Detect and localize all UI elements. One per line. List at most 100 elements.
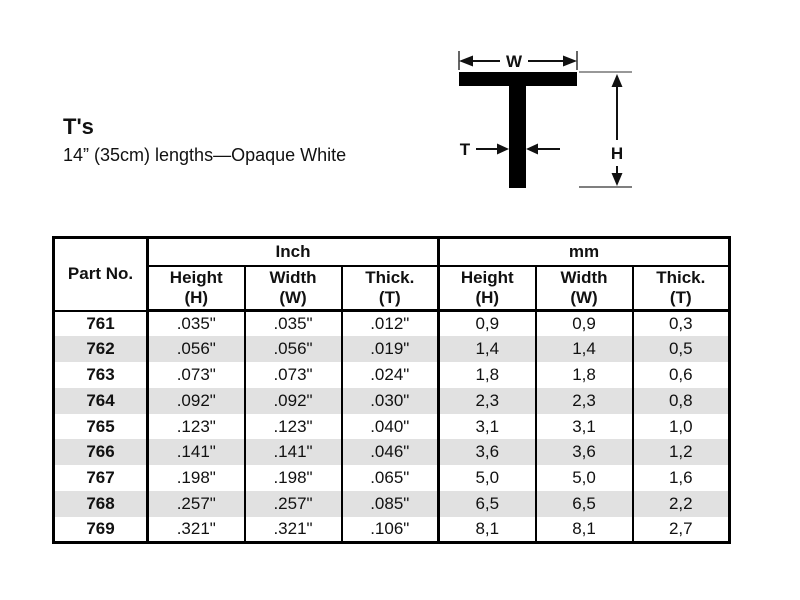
part-no-header: Part No. bbox=[53, 237, 148, 312]
mm-width-cell: 3,6 bbox=[534, 439, 633, 466]
t-shape bbox=[459, 72, 577, 188]
table-row: 765 .123" .123" .040" 3,1 3,1 1,0 bbox=[54, 413, 730, 440]
inch-thick-cell: .065" bbox=[340, 465, 439, 492]
part-no-cell: 767 bbox=[86, 468, 115, 488]
col-header-line2: (T) bbox=[378, 288, 401, 307]
mm-height-cell: 3,6 bbox=[437, 439, 536, 466]
col-header-inch-thick: Thick. (T) bbox=[340, 266, 439, 312]
arrow-up-icon bbox=[611, 74, 623, 87]
inch-thick-cell: .019" bbox=[340, 336, 439, 363]
t-flange bbox=[459, 72, 577, 86]
mm-thick-cell: 0,5 bbox=[631, 336, 730, 363]
table-row: 768 .257" .257" .085" 6,5 6,5 2,2 bbox=[53, 491, 730, 517]
arrow-right-icon bbox=[497, 143, 509, 155]
inch-height-cell: .092" bbox=[146, 387, 245, 414]
mm-thick-cell: 2,2 bbox=[631, 491, 730, 517]
thickness-dimension: T bbox=[460, 140, 560, 159]
col-header-line2: (W) bbox=[570, 288, 598, 307]
mm-height-cell: 3,1 bbox=[437, 413, 536, 440]
arrow-down-icon bbox=[611, 173, 623, 186]
spec-table: Part No. Inch mm Height (H) Width (W) Thic… bbox=[52, 236, 732, 545]
inch-group-header: Inch bbox=[145, 237, 439, 267]
mm-thick-cell: 0,6 bbox=[631, 362, 730, 388]
group-header-row: Part No. Inch mm bbox=[53, 237, 730, 312]
mm-height-cell: 5,0 bbox=[437, 465, 536, 492]
mm-height-cell: 1,8 bbox=[437, 362, 536, 388]
height-dimension: H bbox=[579, 71, 632, 188]
inch-thick-cell: .012" bbox=[340, 310, 439, 337]
title-block: T's 14” (35cm) lengths—Opaque White bbox=[63, 114, 346, 167]
mm-width-cell: 6,5 bbox=[534, 491, 633, 517]
table-row: 764 .092" .092" .030" 2,3 2,3 0,8 bbox=[53, 387, 730, 414]
inch-height-cell: .073" bbox=[146, 362, 245, 388]
table-row: 761 .035" .035" .012" 0,9 0,9 0,3 bbox=[54, 310, 730, 337]
arrow-right-icon bbox=[563, 55, 577, 67]
height-label: H bbox=[611, 144, 623, 163]
table-row: 763 .073" .073" .024" 1,8 1,8 0,6 bbox=[54, 362, 730, 388]
mm-thick-cell: 1,0 bbox=[631, 413, 730, 440]
width-dimension: W bbox=[458, 51, 578, 71]
part-no-cell: 762 bbox=[86, 339, 115, 359]
mm-width-cell: 2,3 bbox=[534, 387, 633, 414]
inch-width-cell: .321" bbox=[243, 516, 342, 543]
page-title: T's bbox=[63, 114, 94, 139]
arrow-left-icon bbox=[526, 143, 538, 155]
inch-width-cell: .257" bbox=[243, 491, 342, 517]
arrow-left-icon bbox=[459, 55, 473, 67]
mm-width-cell: 1,8 bbox=[534, 362, 633, 388]
inch-width-cell: .092" bbox=[243, 387, 342, 414]
width-label: W bbox=[506, 52, 523, 71]
col-header-inch-height: Height (H) bbox=[146, 266, 245, 312]
inch-height-cell: .321" bbox=[146, 516, 245, 543]
col-header-line1: Thick. bbox=[365, 268, 415, 287]
inch-height-cell: .035" bbox=[146, 310, 245, 337]
mm-width-cell: 8,1 bbox=[534, 516, 633, 543]
inch-width-cell: .123" bbox=[243, 413, 342, 440]
table-row: 769 .321" .321" .106" 8,1 8,1 2,7 bbox=[54, 516, 730, 543]
part-no-cell: 761 bbox=[86, 313, 115, 333]
col-header-line2: (H) bbox=[184, 288, 209, 307]
col-header-line2: (H) bbox=[475, 288, 500, 307]
inch-width-cell: .035" bbox=[243, 310, 342, 337]
inch-height-cell: .056" bbox=[146, 336, 245, 363]
inch-height-cell: .141" bbox=[146, 439, 245, 466]
t-stem bbox=[509, 86, 526, 188]
page-subtitle: 14” (35cm) lengths—Opaque White bbox=[63, 145, 347, 165]
inch-thick-cell: .046" bbox=[340, 439, 439, 466]
part-no-cell: 766 bbox=[86, 442, 115, 462]
inch-width-cell: .073" bbox=[243, 362, 342, 388]
part-no-cell: 764 bbox=[86, 390, 115, 410]
mm-height-cell: 0,9 bbox=[437, 310, 536, 337]
mm-group-header: mm bbox=[437, 237, 730, 267]
col-header-line2: (W) bbox=[279, 288, 307, 307]
mm-width-cell: 5,0 bbox=[534, 465, 633, 492]
part-no-cell: 765 bbox=[86, 416, 115, 436]
inch-thick-cell: .030" bbox=[340, 387, 439, 414]
inch-height-cell: .257" bbox=[146, 491, 245, 517]
column-header-row: Height (H) Width (W) Thick. (T) Height (H) W… bbox=[54, 266, 730, 312]
inch-height-cell: .123" bbox=[146, 413, 245, 440]
inch-thick-cell: .085" bbox=[340, 491, 439, 517]
mm-width-cell: 0,9 bbox=[534, 310, 633, 337]
mm-thick-cell: 1,2 bbox=[631, 439, 730, 466]
col-header-mm-thick: Thick. (T) bbox=[631, 266, 730, 312]
col-header-mm-height: Height (H) bbox=[437, 266, 536, 312]
mm-width-cell: 1,4 bbox=[534, 336, 633, 363]
mm-height-cell: 2,3 bbox=[437, 387, 536, 414]
col-header-line1: Height bbox=[169, 268, 223, 287]
table-row: 767 .198" .198" .065" 5,0 5,0 1,6 bbox=[54, 465, 730, 492]
t-profile-diagram: W T H bbox=[458, 51, 632, 188]
mm-height-cell: 6,5 bbox=[437, 491, 536, 517]
inch-thick-cell: .040" bbox=[340, 413, 439, 440]
mm-thick-cell: 0,3 bbox=[631, 310, 730, 337]
col-header-mm-width: Width (W) bbox=[534, 266, 633, 312]
col-header-line1: Width bbox=[560, 268, 608, 287]
mm-thick-cell: 2,7 bbox=[631, 516, 730, 543]
table-row: 766 .141" .141" .046" 3,6 3,6 1,2 bbox=[53, 439, 730, 466]
inch-width-cell: .056" bbox=[243, 336, 342, 363]
inch-width-cell: .141" bbox=[243, 439, 342, 466]
mm-thick-cell: 0,8 bbox=[631, 387, 730, 414]
inch-thick-cell: .106" bbox=[340, 516, 439, 543]
col-header-line1: Width bbox=[269, 268, 317, 287]
inch-height-cell: .198" bbox=[146, 465, 245, 492]
